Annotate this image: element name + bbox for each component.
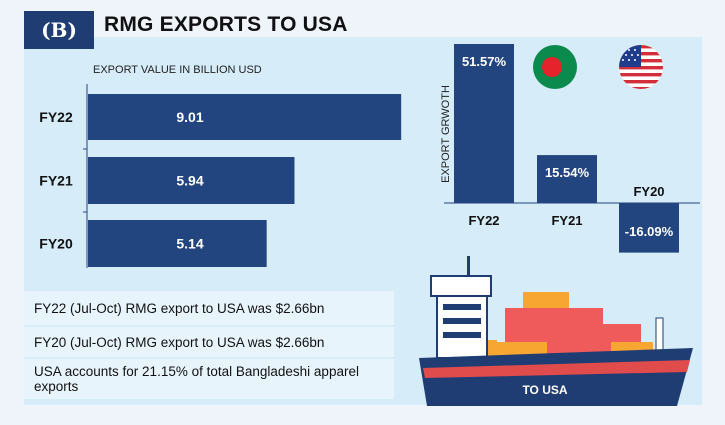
export-value-label: 5.14 bbox=[176, 236, 203, 252]
export-value-axis-label: EXPORT VALUE IN BILLION USD bbox=[93, 64, 262, 76]
export-growth-tick-label: FY20 bbox=[633, 184, 664, 199]
export-growth-tick-label: FY22 bbox=[468, 213, 499, 228]
note-divider bbox=[24, 357, 394, 359]
ship-label: TO USA bbox=[522, 383, 567, 397]
container bbox=[505, 324, 545, 342]
note-usa-share: USA accounts for 21.15% of total Banglad… bbox=[24, 359, 394, 399]
note-divider bbox=[24, 325, 394, 327]
ship-mast bbox=[467, 256, 470, 276]
export-value-bar bbox=[88, 94, 402, 140]
export-growth-label: 51.57% bbox=[462, 54, 507, 69]
export-growth-bar bbox=[537, 155, 597, 203]
export-value-tick-label: FY21 bbox=[39, 173, 73, 189]
container bbox=[505, 308, 555, 324]
usa-flag-icon bbox=[619, 45, 663, 89]
export-value-label: 9.01 bbox=[176, 109, 203, 125]
container bbox=[545, 324, 605, 342]
export-growth-label: 15.54% bbox=[545, 165, 590, 180]
bangladesh-flag-icon bbox=[533, 45, 577, 89]
note-fy20: FY20 (Jul-Oct) RMG export to USA was $2.… bbox=[24, 327, 394, 357]
ship-bridge bbox=[430, 275, 492, 297]
export-growth-bar bbox=[454, 44, 514, 203]
export-value-label: 5.94 bbox=[176, 173, 203, 189]
container bbox=[555, 308, 603, 324]
container bbox=[605, 324, 641, 342]
note-fy22: FY22 (Jul-Oct) RMG export to USA was $2.… bbox=[24, 291, 394, 325]
export-value-tick-label: FY22 bbox=[39, 109, 73, 125]
page-title: RMG EXPORTS TO USA bbox=[104, 13, 348, 36]
export-value-tick-label: FY20 bbox=[39, 236, 73, 252]
export-growth-bar bbox=[619, 203, 679, 253]
export-growth-label: -16.09% bbox=[625, 224, 674, 239]
export-growth-tick-label: FY21 bbox=[551, 213, 582, 228]
cargo-ship-illustration: TO USA bbox=[419, 256, 693, 406]
ship-stripe bbox=[423, 360, 690, 378]
export-value-bar bbox=[88, 157, 295, 204]
export-value-bar bbox=[88, 220, 267, 267]
container bbox=[523, 292, 569, 308]
brand-logo: (B) bbox=[24, 11, 94, 49]
